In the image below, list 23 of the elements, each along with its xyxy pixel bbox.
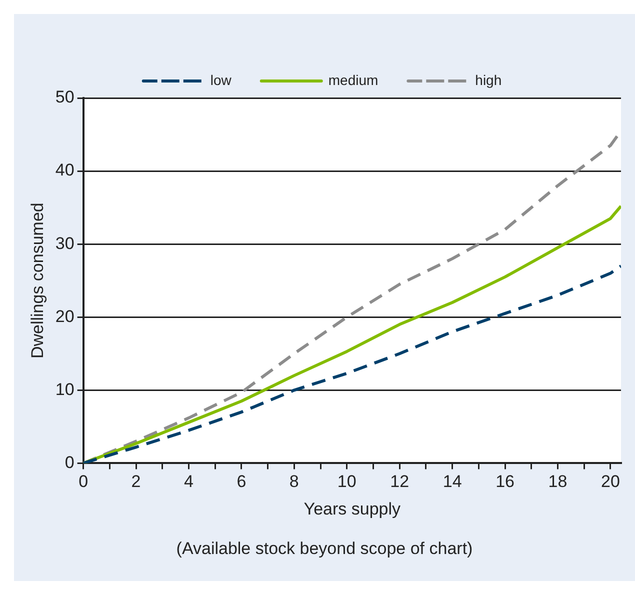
x-tick-label: 14 [442,472,462,492]
legend-label: medium [328,72,378,88]
x-tick-label: 18 [548,472,568,492]
y-tick-label: 30 [55,234,74,253]
y-axis-title: Dwellings consumed [28,202,47,359]
x-tick-label: 0 [78,472,88,492]
x-axis-title: Years supply [304,499,402,518]
text: (Available stock beyond scope of chart) [175,539,474,559]
x-tick-label: 16 [496,472,514,492]
x-tick-label: 2 [131,472,141,492]
y-tick-label: 40 [55,160,74,180]
x-tick-label: 8 [289,472,299,492]
x-tick-label: 4 [184,472,194,492]
legend-label: low [210,72,232,88]
x-tick-label: 10 [337,472,356,492]
x-tick-label: 12 [390,472,410,492]
y-tick-label: 0 [64,452,74,472]
x-tick-label: 20 [600,472,620,492]
y-tick-label: 50 [55,88,74,107]
y-tick-label: 10 [55,380,74,399]
y-tick-label: 20 [55,306,74,326]
legend-label: high [475,72,502,88]
x-tick-label: 6 [236,472,246,492]
